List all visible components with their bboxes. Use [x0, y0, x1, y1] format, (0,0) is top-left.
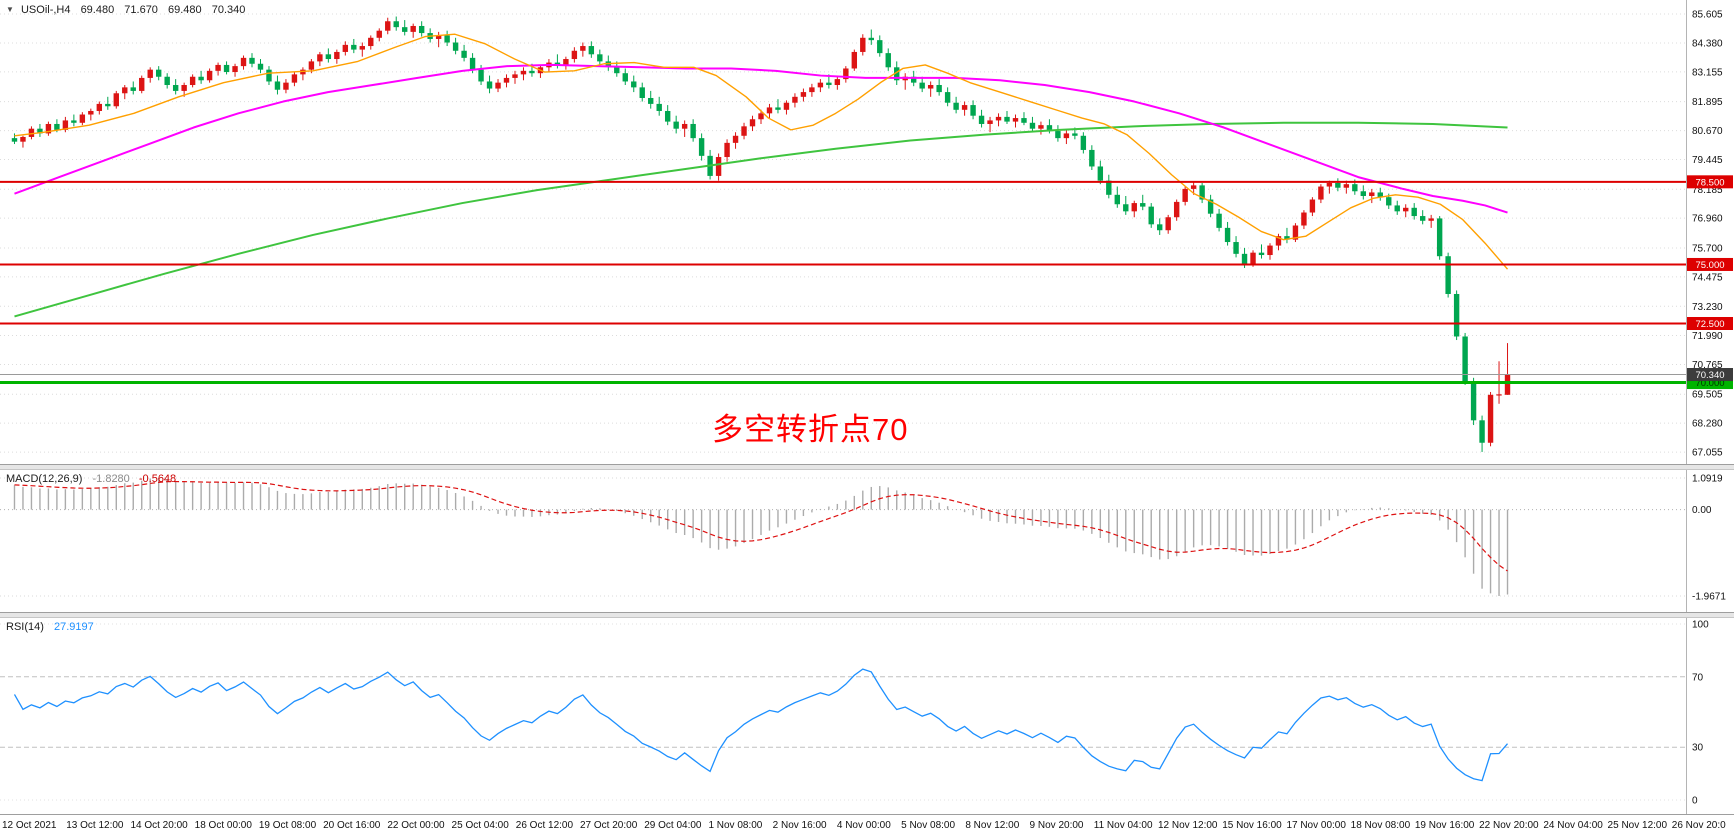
rsi-value: 27.9197 — [53, 621, 94, 633]
svg-text:70.765: 70.765 — [1692, 360, 1723, 371]
time-label: 25 Oct 04:00 — [451, 820, 509, 831]
macd-signal-value: -0.5648 — [138, 473, 177, 485]
rsi-canvas[interactable]: 100 70 30 0 — [0, 618, 1734, 814]
chart-annotation-text: 多空转折点70 — [712, 412, 909, 447]
svg-text:74.475: 74.475 — [1692, 272, 1723, 283]
svg-text:100: 100 — [1692, 620, 1709, 631]
time-label: 8 Nov 12:00 — [965, 820, 1020, 831]
svg-text:30: 30 — [1692, 743, 1704, 754]
svg-text:78.185: 78.185 — [1692, 185, 1723, 196]
time-label: 1 Nov 08:00 — [708, 820, 763, 831]
macd-label: MACD(12,26,9) — [6, 473, 83, 485]
macd-header: MACD(12,26,9) -1.8280 -0.5648 — [6, 473, 176, 485]
time-label: 12 Oct 2021 — [2, 820, 57, 831]
svg-text:73.230: 73.230 — [1692, 302, 1723, 313]
svg-text:71.990: 71.990 — [1692, 331, 1723, 342]
svg-text:68.280: 68.280 — [1692, 419, 1723, 430]
svg-text:83.155: 83.155 — [1692, 67, 1723, 78]
svg-text:75.700: 75.700 — [1692, 243, 1723, 254]
svg-text:79.445: 79.445 — [1692, 155, 1723, 166]
svg-text:72.500: 72.500 — [1695, 319, 1724, 330]
time-label: 9 Nov 20:00 — [1029, 820, 1084, 831]
svg-text:1.0919: 1.0919 — [1692, 474, 1723, 485]
quote-low: 69.480 — [168, 4, 202, 16]
svg-text:0.00: 0.00 — [1692, 505, 1712, 516]
svg-text:-1.9671: -1.9671 — [1692, 592, 1726, 603]
svg-text:81.895: 81.895 — [1692, 97, 1723, 108]
rsi-header: RSI(14) 27.9197 — [6, 621, 94, 633]
svg-text:70.000: 70.000 — [1695, 378, 1724, 389]
time-label: 29 Oct 04:00 — [644, 820, 702, 831]
macd-pane: 1.0919 0.00 -1.9671 MACD(12,26,9) -1.8280 … — [0, 470, 1734, 612]
rsi-pane: 100 70 30 0 RSI(14) 27.9197 — [0, 618, 1734, 814]
time-label: 15 Nov 16:00 — [1222, 820, 1282, 831]
time-label: 22 Nov 20:00 — [1479, 820, 1539, 831]
price-pane: 85.605 84.380 83.155 81.895 80.670 79.445 78.1… — [0, 0, 1734, 464]
time-label: 26 Nov 20:0 — [1671, 820, 1726, 831]
time-label: 12 Nov 12:00 — [1158, 820, 1218, 831]
time-label: 19 Oct 08:00 — [258, 820, 317, 831]
price-chart-canvas[interactable]: 85.605 84.380 83.155 81.895 80.670 79.445 78.1… — [0, 0, 1734, 464]
svg-text:76.960: 76.960 — [1692, 214, 1723, 225]
svg-text:85.605: 85.605 — [1692, 10, 1723, 21]
time-label: 26 Oct 12:00 — [515, 820, 574, 831]
quote-close: 70.340 — [211, 4, 246, 16]
svg-text:78.500: 78.500 — [1695, 177, 1724, 188]
time-label: 5 Nov 08:00 — [901, 820, 956, 831]
chart-header: ▼ USOil-,H4 69.480 71.670 69.480 70.340 — [6, 4, 245, 16]
symbol-timeframe: USOil-,H4 — [20, 4, 71, 16]
pane-splitter[interactable] — [0, 464, 1734, 470]
rsi-label: RSI(14) — [6, 621, 44, 633]
macd-canvas[interactable]: 1.0919 0.00 -1.9671 — [0, 470, 1734, 612]
time-axis[interactable]: 12 Oct 2021 13 Oct 12:00 14 Oct 20:00 18 Oc… — [0, 814, 1734, 836]
quote-open: 69.480 — [80, 4, 115, 16]
time-label: 13 Oct 12:00 — [66, 820, 124, 831]
svg-text:75.000: 75.000 — [1695, 260, 1724, 271]
time-label: 18 Nov 08:00 — [1350, 820, 1411, 831]
time-label: 4 Nov 00:00 — [836, 820, 891, 831]
time-label: 17 Nov 00:00 — [1286, 820, 1346, 831]
svg-text:70: 70 — [1692, 672, 1704, 683]
time-label: 2 Nov 16:00 — [772, 820, 827, 831]
time-label: 27 Oct 20:00 — [580, 820, 638, 831]
symbol-collapse-icon[interactable]: ▼ — [6, 5, 14, 14]
macd-main-value: -1.8280 — [92, 473, 130, 485]
time-label: 24 Nov 04:00 — [1543, 820, 1603, 831]
svg-text:70.340: 70.340 — [1695, 370, 1724, 381]
svg-text:80.670: 80.670 — [1692, 126, 1723, 137]
pane-splitter[interactable] — [0, 612, 1734, 618]
time-label: 18 Oct 00:00 — [194, 820, 252, 831]
time-label: 25 Nov 12:00 — [1607, 820, 1668, 831]
svg-text:69.505: 69.505 — [1692, 390, 1723, 401]
quote-high: 71.670 — [124, 4, 158, 16]
time-label: 14 Oct 20:00 — [130, 820, 188, 831]
time-label: 19 Nov 16:00 — [1414, 820, 1475, 831]
svg-text:67.055: 67.055 — [1692, 448, 1723, 459]
svg-text:84.380: 84.380 — [1692, 38, 1723, 49]
time-label: 11 Nov 04:00 — [1093, 820, 1153, 831]
time-label: 22 Oct 00:00 — [387, 820, 445, 831]
time-label: 20 Oct 16:00 — [323, 820, 381, 831]
svg-text:0: 0 — [1692, 796, 1698, 807]
